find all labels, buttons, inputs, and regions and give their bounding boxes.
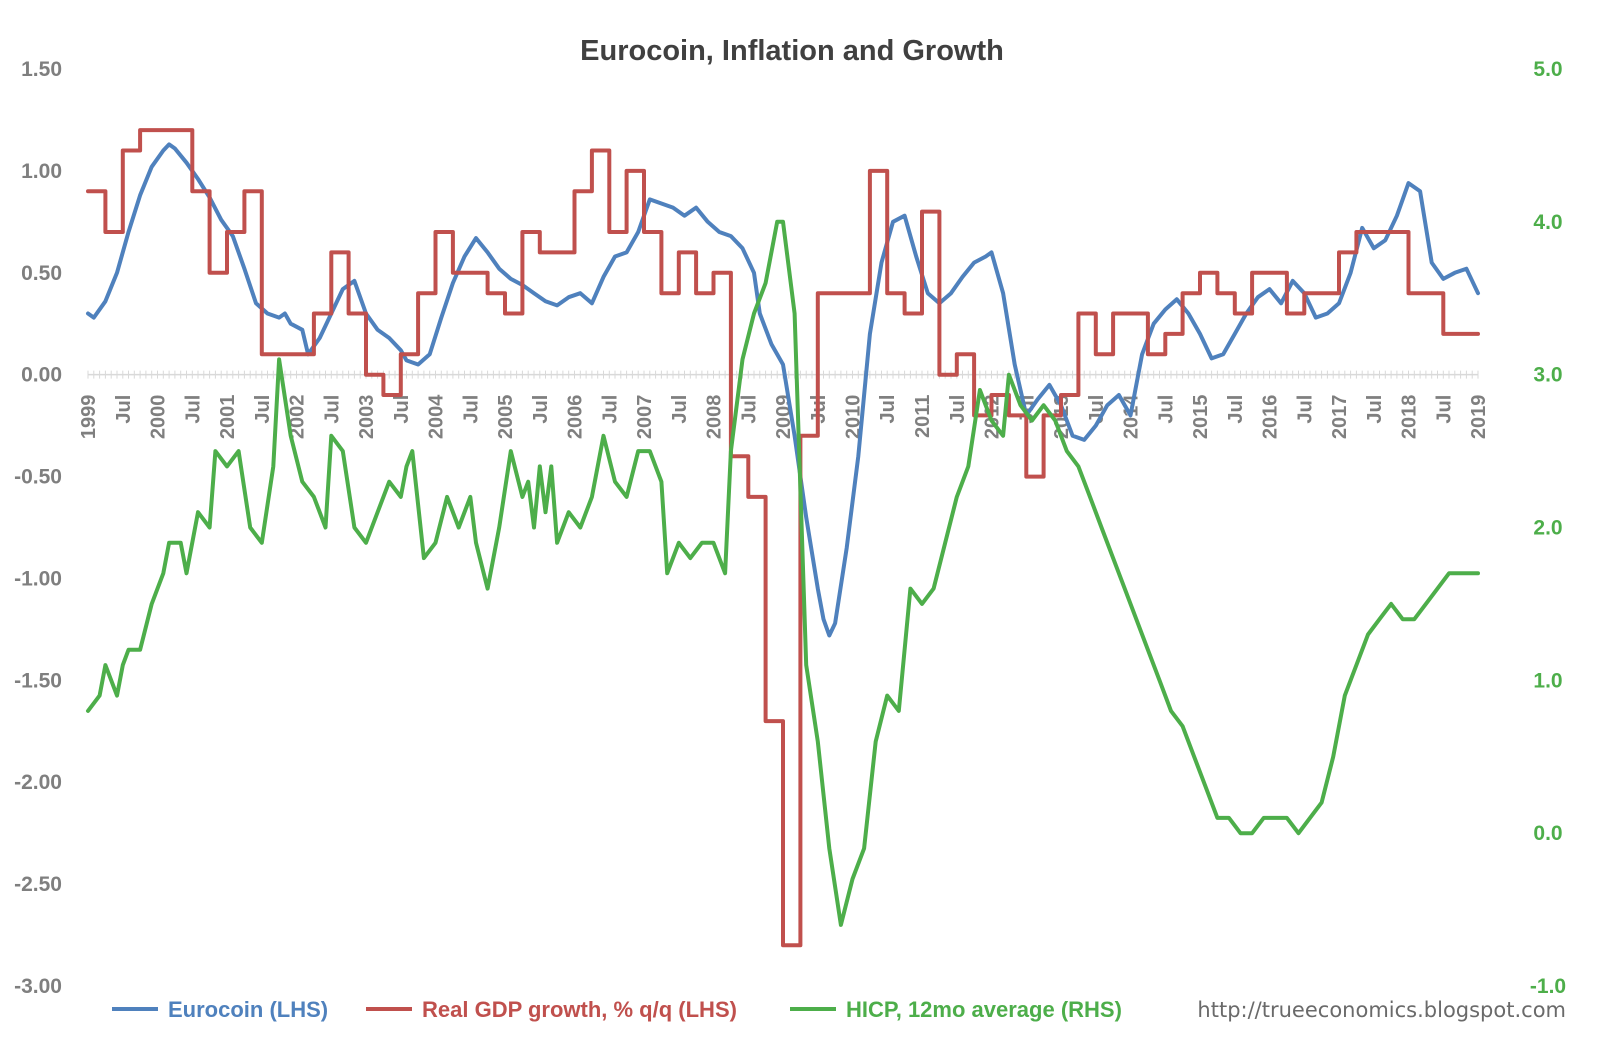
left-axis-tick-label: 1.50 xyxy=(21,58,62,81)
legend-label: Real GDP growth, % q/q (LHS) xyxy=(422,997,737,1022)
right-axis-tick-label: 3.0 xyxy=(1533,364,1562,387)
right-axis: 5.0 4.0 3.0 2.0 1.0 0.0 -1.0 xyxy=(1530,58,1566,998)
x-axis-tick-label: Jul xyxy=(182,395,204,424)
series-line-3 xyxy=(86,219,1480,927)
x-axis-tick-label: Jul xyxy=(1155,395,1177,424)
x-axis-minor-ticks xyxy=(87,370,1479,379)
x-axis-tick-label: 1999 xyxy=(78,395,100,440)
x-axis-tick-label: Jul xyxy=(599,395,621,424)
x-axis-tick-label: 2007 xyxy=(634,395,656,440)
x-axis-tick-label: 2006 xyxy=(565,395,587,440)
right-axis-tick-label: 2.0 xyxy=(1533,517,1562,540)
left-axis-tick-label: -2.00 xyxy=(14,771,62,794)
x-axis-tick-label: Jul xyxy=(321,395,343,424)
x-axis-tick-label: Jul xyxy=(460,395,482,424)
x-axis-tick-label: 2003 xyxy=(356,395,378,440)
x-axis-tick-label: 2016 xyxy=(1260,395,1282,440)
series-lines xyxy=(86,128,1480,948)
legend-label: Eurocoin (LHS) xyxy=(168,997,328,1022)
x-axis-tick-label: 2019 xyxy=(1468,395,1490,440)
left-axis-tick-label: -1.00 xyxy=(14,567,62,590)
x-axis-tick-label: Jul xyxy=(947,395,969,424)
x-axis-tick-label: 2011 xyxy=(912,395,934,438)
left-axis: 1.50 1.00 0.50 0.00 -0.50 -1.00 -1.50 -2.00 -2.5… xyxy=(14,58,62,998)
x-axis-tick-label: 2017 xyxy=(1329,395,1351,440)
left-axis-tick-label: 0.00 xyxy=(21,364,62,387)
left-axis-tick-label: -3.00 xyxy=(14,975,62,998)
x-axis-tick-label: Jul xyxy=(877,395,899,424)
x-axis-tick-label: Jul xyxy=(669,395,691,424)
x-axis-tick-label: 2008 xyxy=(704,395,726,440)
watermark-url: http://trueeconomics.blogspot.com xyxy=(1197,998,1566,1022)
right-axis-tick-label: 1.0 xyxy=(1533,669,1562,692)
left-axis-tick-label: -1.50 xyxy=(14,669,62,692)
x-axis-tick-label: Jul xyxy=(738,395,760,424)
right-axis-tick-label: 4.0 xyxy=(1533,211,1562,234)
x-axis-tick-label: 2000 xyxy=(148,395,170,440)
x-axis-tick-label: 2018 xyxy=(1399,395,1421,440)
x-axis-tick-label: Jul xyxy=(1433,395,1455,424)
x-axis-tick-label: Jul xyxy=(391,395,413,424)
series-line-1 xyxy=(86,142,1480,638)
x-axis-tick-label: Jul xyxy=(1294,395,1316,424)
x-axis-tick-label: 2001 xyxy=(217,395,239,440)
x-axis-tick-label: 2004 xyxy=(426,394,448,439)
x-axis-tick-label: 2015 xyxy=(1190,395,1212,440)
right-axis-tick-label: 0.0 xyxy=(1533,822,1562,845)
x-axis-tick-label: Jul xyxy=(530,395,552,424)
left-axis-tick-label: 1.00 xyxy=(21,160,62,183)
series-line-2 xyxy=(86,128,1480,948)
legend-label: HICP, 12mo average (RHS) xyxy=(846,997,1122,1022)
x-axis-tick-label: 2002 xyxy=(287,395,309,440)
right-axis-tick-label: 5.0 xyxy=(1533,58,1562,81)
left-axis-tick-label: -0.50 xyxy=(14,466,62,489)
left-axis-tick-label: -2.50 xyxy=(14,873,62,896)
chart-title: Eurocoin, Inflation and Growth xyxy=(580,35,1004,67)
x-axis-tick-label: Jul xyxy=(1225,395,1247,424)
x-axis-tick-label: Jul xyxy=(113,395,135,424)
right-axis-tick-label: -1.0 xyxy=(1530,975,1566,998)
x-axis-tick-label: Jul xyxy=(1364,395,1386,424)
left-axis-tick-label: 0.50 xyxy=(21,262,62,285)
x-axis-tick-labels: 1999 Jul 2000 Jul 2001 Jul 2002 Jul 2003 Jul 2004 J… xyxy=(78,394,1490,439)
x-axis-tick-label: Jul xyxy=(252,395,274,424)
legend: Eurocoin (LHS) Real GDP growth, % q/q (LH… xyxy=(112,997,1122,1022)
x-axis-tick-label: 2005 xyxy=(495,395,517,440)
